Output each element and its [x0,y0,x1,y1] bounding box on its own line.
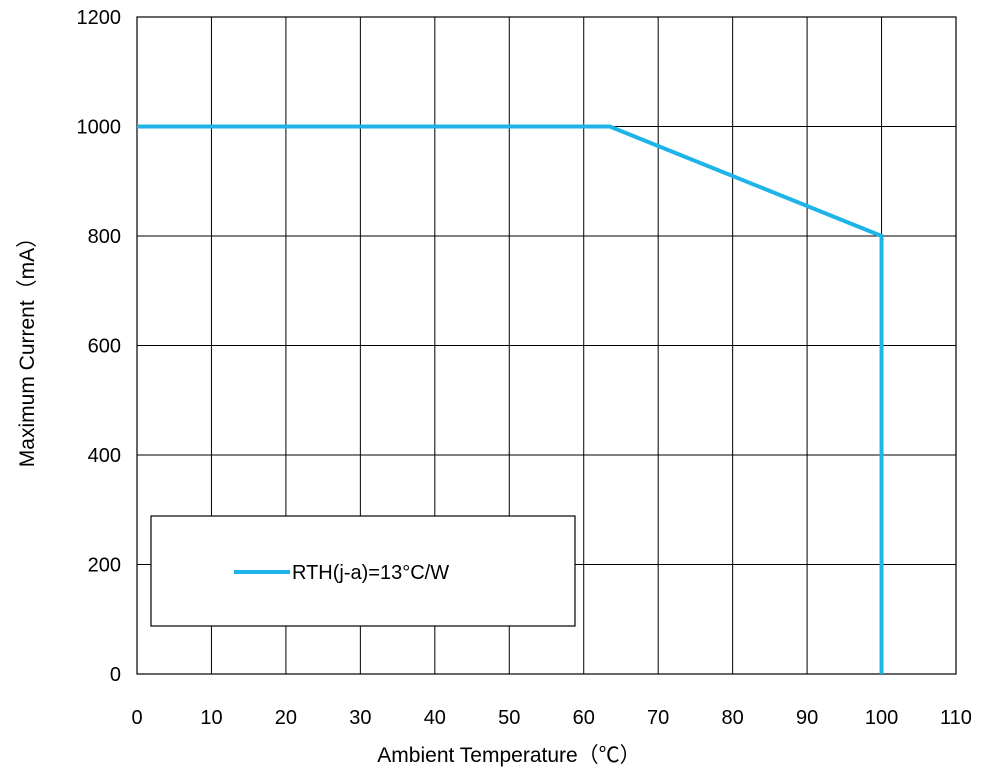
legend: RTH(j-a)=13°C/W [150,515,576,627]
x-tick-label: 50 [498,707,520,729]
x-tick-label: 40 [424,707,446,729]
series-group [137,124,884,674]
y-axis-ticks: 0 200 400 600 800 1000 1200 [77,7,122,686]
y-tick-label: 0 [110,664,121,686]
x-tick-label: 20 [275,707,297,729]
legend-label: RTH(j-a)=13°C/W [292,562,449,584]
legend-box [150,515,576,627]
y-tick-label: 800 [88,226,121,248]
y-tick-label: 1000 [77,117,122,139]
x-tick-label: 100 [865,707,898,729]
y-tick-label: 600 [88,336,121,358]
y-tick-label: 400 [88,445,121,467]
x-tick-label: 110 [940,707,972,729]
x-tick-label: 60 [573,707,595,729]
y-axis-title: Maximum Current（mA） [16,227,39,467]
plot-border [136,16,957,675]
series-line [137,124,884,674]
x-tick-label: 10 [200,707,222,729]
x-axis-ticks: 0 10 20 30 40 50 60 70 80 90 100 110 [131,707,972,729]
y-tick-label: 200 [88,555,121,577]
x-tick-label: 70 [647,707,669,729]
x-axis-title: Ambient Temperature（℃） [377,744,640,767]
x-tick-label: 0 [131,707,142,729]
x-tick-label: 80 [722,707,744,729]
x-tick-label: 30 [349,707,371,729]
y-tick-label: 1200 [77,7,122,29]
x-tick-label: 90 [796,707,818,729]
